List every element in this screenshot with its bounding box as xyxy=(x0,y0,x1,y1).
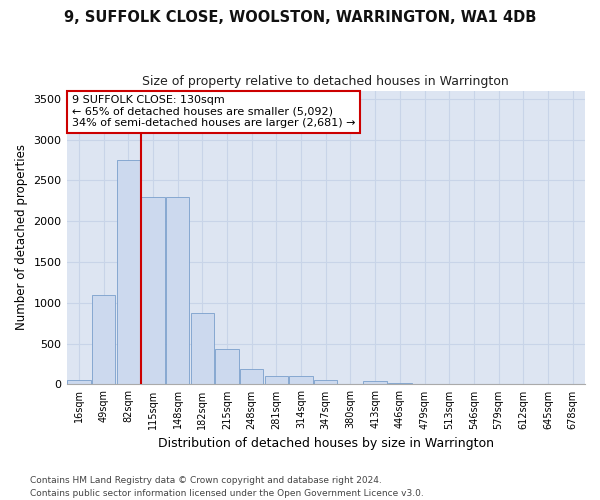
Bar xyxy=(314,380,337,384)
X-axis label: Distribution of detached houses by size in Warrington: Distribution of detached houses by size … xyxy=(158,437,494,450)
Y-axis label: Number of detached properties: Number of detached properties xyxy=(15,144,28,330)
Text: Contains HM Land Registry data © Crown copyright and database right 2024.
Contai: Contains HM Land Registry data © Crown c… xyxy=(30,476,424,498)
Title: Size of property relative to detached houses in Warrington: Size of property relative to detached ho… xyxy=(142,75,509,88)
Bar xyxy=(289,376,313,384)
Text: 9, SUFFOLK CLOSE, WOOLSTON, WARRINGTON, WA1 4DB: 9, SUFFOLK CLOSE, WOOLSTON, WARRINGTON, … xyxy=(64,10,536,25)
Bar xyxy=(116,160,140,384)
Bar xyxy=(191,312,214,384)
Bar xyxy=(215,350,239,384)
Bar xyxy=(166,196,190,384)
Bar xyxy=(240,369,263,384)
Bar xyxy=(265,376,288,384)
Bar xyxy=(92,294,115,384)
Bar xyxy=(141,196,164,384)
Bar xyxy=(67,380,91,384)
Bar xyxy=(364,381,387,384)
Bar xyxy=(388,383,412,384)
Text: 9 SUFFOLK CLOSE: 130sqm
← 65% of detached houses are smaller (5,092)
34% of semi: 9 SUFFOLK CLOSE: 130sqm ← 65% of detache… xyxy=(72,95,355,128)
